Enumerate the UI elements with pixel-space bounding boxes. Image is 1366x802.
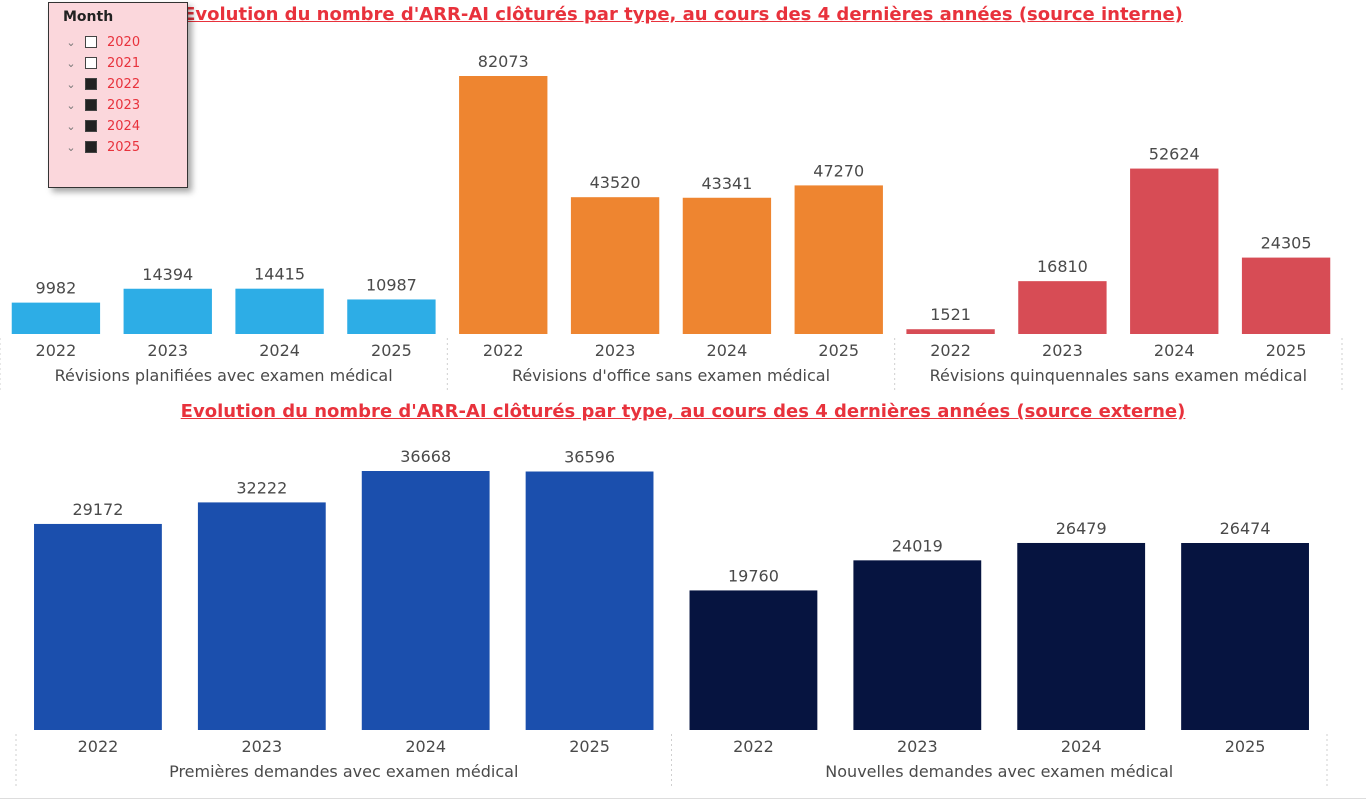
- x-tick-label: 2022: [733, 737, 774, 756]
- data-label: 82073: [478, 52, 529, 71]
- data-label: 43520: [590, 173, 641, 192]
- slicer-checkbox[interactable]: [85, 141, 97, 153]
- slicer-item-2020[interactable]: ⌄ 2020: [65, 33, 140, 51]
- x-tick-label: 2025: [371, 341, 412, 360]
- data-label: 1521: [930, 305, 971, 324]
- x-tick-label: 2023: [241, 737, 282, 756]
- data-label: 24305: [1261, 234, 1312, 253]
- group-label: Nouvelles demandes avec examen médical: [825, 762, 1173, 781]
- slicer-item-2025[interactable]: ⌄ 2025: [65, 138, 140, 156]
- x-tick-label: 2022: [78, 737, 119, 756]
- group-label: Révisions planifiées avec examen médical: [55, 366, 393, 385]
- external-chart-title: Evolution du nombre d'ARR-AI clôturés pa…: [180, 401, 1186, 422]
- slicer-item-2021[interactable]: ⌄ 2021: [65, 54, 140, 72]
- data-label: 16810: [1037, 257, 1088, 276]
- data-label: 26474: [1220, 519, 1271, 538]
- data-label: 52624: [1149, 145, 1200, 164]
- bar[interactable]: [1130, 168, 1219, 334]
- data-label: 19760: [728, 566, 779, 585]
- bottom-divider: [0, 798, 1366, 799]
- bar[interactable]: [525, 471, 654, 730]
- bar[interactable]: [853, 560, 982, 730]
- bar[interactable]: [123, 288, 212, 334]
- slicer-item-2023[interactable]: ⌄ 2023: [65, 96, 140, 114]
- bar[interactable]: [459, 76, 548, 334]
- x-tick-label: 2022: [36, 341, 77, 360]
- bar[interactable]: [361, 471, 490, 730]
- bar[interactable]: [1017, 542, 1146, 730]
- group-label: Révisions d'office sans examen médical: [512, 366, 830, 385]
- slicer-checkbox[interactable]: [85, 36, 97, 48]
- slicer-item-label: 2024: [107, 118, 141, 134]
- slicer-item-label: 2020: [107, 34, 141, 50]
- chevron-down-icon[interactable]: ⌄: [66, 140, 76, 154]
- x-tick-label: 2025: [818, 341, 859, 360]
- bar[interactable]: [689, 590, 818, 730]
- x-tick-label: 2025: [1225, 737, 1266, 756]
- slicer-checkbox[interactable]: [85, 78, 97, 90]
- slicer-checkbox[interactable]: [85, 99, 97, 111]
- x-tick-label: 2024: [405, 737, 446, 756]
- data-label: 26479: [1056, 519, 1107, 538]
- slicer-item-2022[interactable]: ⌄ 2022: [65, 75, 140, 93]
- x-tick-label: 2022: [930, 341, 971, 360]
- data-label: 43341: [701, 174, 752, 193]
- data-label: 36596: [564, 448, 615, 467]
- data-label: 10987: [366, 275, 417, 294]
- slicer-item-label: 2022: [107, 76, 141, 92]
- bar[interactable]: [1181, 543, 1309, 730]
- slicer-checkbox[interactable]: [85, 57, 97, 69]
- bar[interactable]: [570, 197, 660, 334]
- x-tick-label: 2023: [147, 341, 188, 360]
- slicer-item-label: 2025: [107, 139, 141, 155]
- internal-chart-title: Evolution du nombre d'ARR-AI clôturés pa…: [183, 4, 1183, 25]
- x-tick-label: 2022: [483, 341, 524, 360]
- data-label: 14415: [254, 265, 305, 284]
- slicer-title: Month: [63, 9, 114, 25]
- bar[interactable]: [1018, 281, 1107, 334]
- x-tick-label: 2024: [707, 341, 748, 360]
- x-tick-label: 2023: [1042, 341, 1083, 360]
- slicer-item-2024[interactable]: ⌄ 2024: [65, 117, 140, 135]
- x-tick-label: 2023: [595, 341, 636, 360]
- x-tick-label: 2023: [897, 737, 938, 756]
- slicer-checkbox[interactable]: [85, 120, 97, 132]
- month-slicer[interactable]: Month ⌄ 2020 ⌄ 2021 ⌄ 2022 ⌄ 2023 ⌄ 2024 ⌄ 2025: [48, 2, 188, 188]
- bar[interactable]: [682, 197, 772, 334]
- internal-chart: 9982 2022 14394 2023 14415 2024 10987 2025 Révis…: [0, 52, 1343, 390]
- chevron-down-icon[interactable]: ⌄: [66, 56, 76, 70]
- group-label: Révisions quinquennales sans examen médi…: [930, 366, 1307, 385]
- slicer-item-label: 2023: [107, 97, 141, 113]
- bar[interactable]: [794, 185, 883, 334]
- x-tick-label: 2025: [1266, 341, 1307, 360]
- data-label: 36668: [400, 447, 451, 466]
- data-label: 29172: [72, 500, 123, 519]
- data-label: 24019: [892, 536, 943, 555]
- chevron-down-icon[interactable]: ⌄: [66, 35, 76, 49]
- bar[interactable]: [347, 299, 436, 334]
- x-tick-label: 2025: [569, 737, 610, 756]
- group-label: Premières demandes avec examen médical: [169, 762, 518, 781]
- slicer-item-label: 2021: [107, 55, 141, 71]
- bar[interactable]: [1241, 257, 1331, 334]
- x-tick-label: 2024: [1061, 737, 1102, 756]
- chevron-down-icon[interactable]: ⌄: [66, 119, 76, 133]
- x-tick-label: 2024: [259, 341, 300, 360]
- bar[interactable]: [235, 288, 324, 334]
- data-label: 32222: [236, 478, 287, 497]
- bar[interactable]: [11, 302, 101, 334]
- chevron-down-icon[interactable]: ⌄: [66, 77, 76, 91]
- data-label: 47270: [813, 161, 864, 180]
- bar[interactable]: [34, 523, 162, 730]
- data-label: 9982: [36, 279, 77, 298]
- external-chart: 29172 2022 32222 2023 36668 2024 36596 2025 Prem…: [15, 447, 1328, 786]
- data-label: 14394: [142, 265, 193, 284]
- x-tick-label: 2024: [1154, 341, 1195, 360]
- bar[interactable]: [197, 502, 326, 730]
- bar[interactable]: [906, 329, 995, 334]
- chevron-down-icon[interactable]: ⌄: [66, 98, 76, 112]
